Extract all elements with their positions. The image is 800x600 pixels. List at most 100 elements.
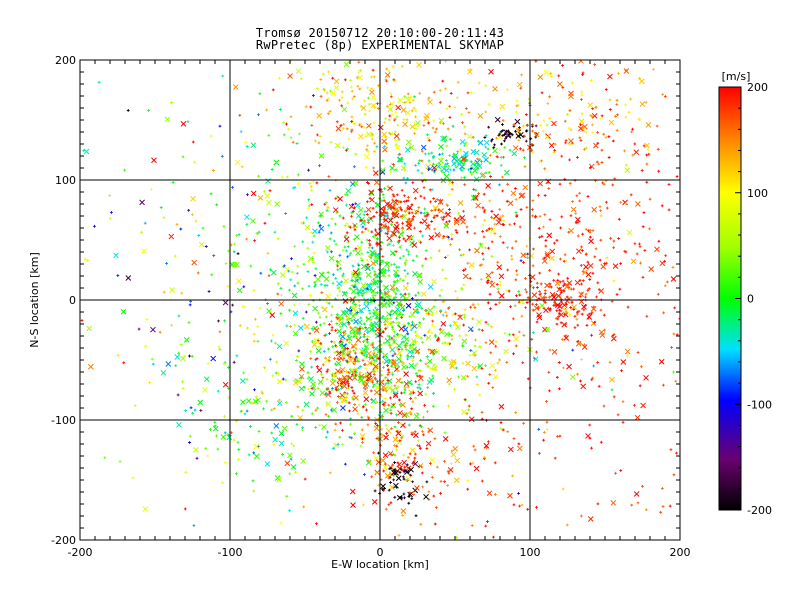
data-point-plus	[404, 274, 408, 278]
data-point-plus	[270, 408, 274, 412]
data-point-plus	[359, 256, 363, 260]
data-point-plus	[315, 320, 318, 324]
data-point-plus	[415, 333, 419, 337]
data-point-cross	[406, 379, 413, 386]
data-point-cross	[389, 484, 396, 491]
data-point-plus	[566, 112, 569, 116]
data-point-plus	[516, 103, 520, 107]
data-point-plus	[530, 151, 534, 154]
data-point-plus	[619, 469, 623, 472]
data-point-plus	[513, 304, 517, 308]
data-point-plus	[398, 356, 402, 360]
data-point-plus	[387, 266, 390, 270]
data-point-cross	[276, 343, 283, 350]
data-point-plus	[383, 353, 386, 357]
data-point-plus	[177, 351, 181, 355]
data-point-plus	[521, 361, 525, 365]
data-point-plus	[197, 234, 201, 237]
data-point-plus	[531, 214, 535, 218]
data-point-plus	[389, 313, 392, 317]
data-point-plus	[557, 361, 561, 364]
data-point-plus	[367, 96, 370, 100]
data-point-plus	[475, 383, 479, 386]
data-point-plus	[306, 376, 310, 380]
data-point-plus	[474, 338, 477, 342]
data-point-plus	[427, 328, 431, 332]
data-point-plus	[426, 410, 429, 414]
colorbar-tick-label: 200	[747, 81, 768, 94]
data-point-cross	[431, 164, 438, 171]
data-point-plus	[382, 469, 386, 473]
data-point-plus	[351, 397, 355, 401]
data-point-plus	[384, 231, 388, 235]
data-point-plus	[306, 207, 310, 211]
data-point-plus	[370, 253, 373, 257]
data-point-plus	[440, 288, 443, 292]
data-point-plus	[288, 308, 291, 312]
data-point-plus	[184, 409, 188, 412]
data-point-plus	[467, 404, 471, 408]
data-point-plus	[413, 148, 417, 152]
data-point-cross	[476, 319, 482, 325]
data-point-cross	[549, 255, 555, 262]
data-point-plus	[405, 365, 409, 369]
data-point-cross	[350, 288, 357, 295]
data-point-plus	[481, 206, 485, 210]
data-point-plus	[484, 364, 487, 368]
data-point-plus	[357, 293, 361, 297]
data-point-plus	[415, 340, 419, 344]
data-point-plus	[361, 437, 364, 441]
data-point-plus	[542, 430, 546, 434]
data-point-plus	[501, 189, 505, 193]
data-point-plus	[271, 88, 275, 92]
data-point-plus	[506, 182, 510, 186]
data-point-plus	[366, 229, 370, 233]
data-point-plus	[389, 396, 392, 400]
data-point-plus	[593, 320, 597, 324]
data-point-plus	[170, 101, 174, 104]
data-point-plus	[352, 165, 356, 169]
data-point-plus	[375, 145, 379, 149]
data-point-plus	[530, 208, 534, 211]
data-point-plus	[524, 129, 528, 133]
data-point-plus	[644, 508, 648, 512]
data-point-cross	[452, 445, 459, 452]
data-point-plus	[341, 126, 345, 130]
data-point-plus	[469, 462, 472, 466]
data-point-cross	[405, 302, 412, 309]
data-point-plus	[461, 121, 464, 125]
data-point-plus	[574, 212, 578, 215]
data-point-plus	[209, 192, 213, 196]
data-point-plus	[614, 114, 617, 118]
data-point-plus	[242, 305, 245, 308]
data-point-plus	[336, 268, 340, 272]
data-point-plus	[218, 330, 222, 334]
data-point-plus	[499, 130, 503, 134]
data-point-plus	[404, 258, 408, 262]
data-point-plus	[425, 211, 429, 215]
data-point-plus	[481, 257, 485, 261]
data-point-cross	[393, 133, 400, 139]
data-point-cross	[151, 157, 157, 164]
data-point-plus	[310, 188, 314, 192]
data-point-plus	[560, 215, 564, 219]
y-tick-label: -100	[51, 414, 76, 427]
data-point-cross	[554, 302, 561, 308]
data-point-plus	[363, 210, 367, 213]
data-point-plus	[458, 215, 462, 219]
data-point-plus	[402, 194, 406, 198]
data-point-plus	[363, 380, 367, 384]
data-point-cross	[451, 155, 458, 162]
data-point-plus	[647, 152, 651, 156]
data-point-plus	[421, 341, 424, 344]
data-point-cross	[340, 310, 347, 316]
data-point-cross	[358, 348, 365, 354]
data-point-plus	[389, 95, 393, 99]
data-point-cross	[600, 263, 607, 270]
data-point-plus	[387, 69, 391, 73]
data-point-plus	[174, 364, 178, 368]
data-point-plus	[484, 320, 488, 324]
data-point-plus	[430, 367, 434, 370]
data-point-plus	[398, 277, 402, 281]
data-point-plus	[275, 360, 278, 364]
